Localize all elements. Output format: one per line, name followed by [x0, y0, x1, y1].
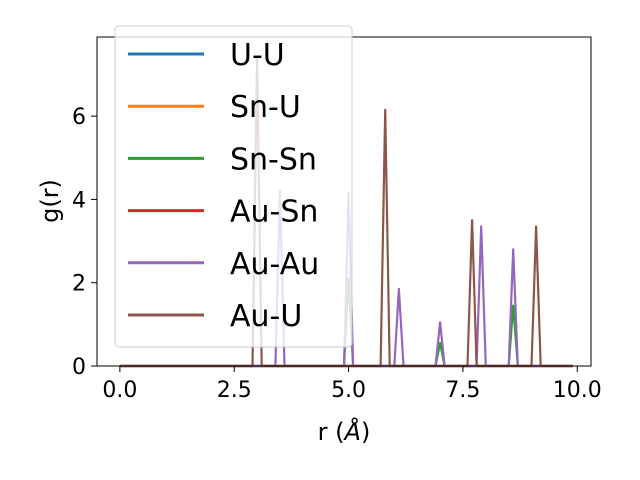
x-tick-label: 10.0 [553, 378, 602, 403]
x-tick-label: 7.5 [445, 378, 480, 403]
legend-label-au-au: Au-Au [230, 247, 319, 282]
y-axis-label: g(r) [36, 179, 64, 223]
legend-label-sn-u: Sn-U [230, 90, 301, 125]
legend-label-au-sn: Au-Sn [230, 195, 318, 230]
y-axis-ticks: 0 2 4 6 [72, 105, 97, 380]
x-axis-label: r (Å) [318, 417, 371, 446]
legend-entries: U-U Sn-U Sn-Sn Au-Sn Au-Au Au-U [128, 38, 319, 334]
x-tick-label: 2.5 [217, 378, 252, 403]
legend-label-au-u: Au-U [230, 299, 302, 334]
y-tick-label: 2 [72, 272, 86, 297]
legend: U-U Sn-U Sn-Sn Au-Sn Au-Au Au-U [114, 25, 353, 348]
x-axis-ticks: 0.0 2.5 5.0 7.5 10.0 [102, 366, 602, 403]
legend-label-sn-sn: Sn-Sn [230, 142, 317, 177]
y-tick-label: 0 [72, 355, 86, 380]
legend-label-u-u: U-U [230, 38, 285, 73]
x-tick-label: 5.0 [331, 378, 366, 403]
y-tick-label: 4 [72, 188, 86, 213]
x-tick-label: 0.0 [102, 378, 137, 403]
y-tick-label: 6 [72, 105, 86, 130]
